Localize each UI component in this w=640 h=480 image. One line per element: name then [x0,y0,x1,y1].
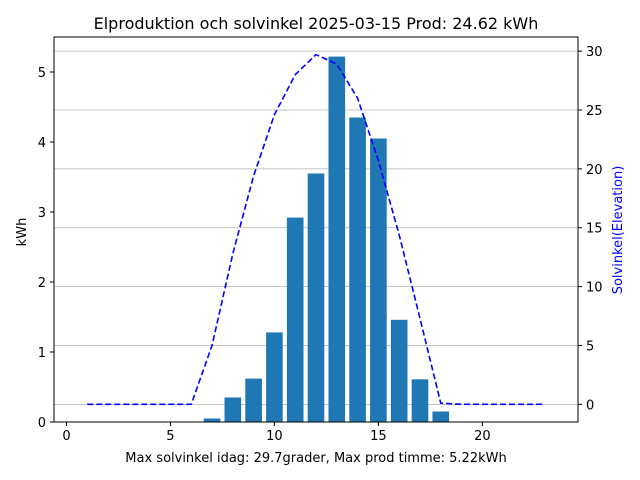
bar [245,378,262,422]
y-axis-ticks: 0 1 2 3 4 5 [38,66,54,431]
y2-tick-label: 30 [586,45,603,60]
x-axis-label: Max solvinkel idag: 29.7grader, Max prod… [125,451,506,466]
bar [370,138,387,422]
bar [411,379,429,422]
x-tick-label: 20 [474,429,491,444]
y-tick-label: 1 [38,346,46,361]
x-tick-label: 0 [62,429,70,444]
plot-frame [53,36,579,423]
bar [349,117,366,422]
y2-tick-label: 15 [586,222,603,237]
y-tick-label: 2 [38,276,46,291]
chart-title: Elproduktion och solvinkel 2025-03-15 Pr… [94,14,539,33]
x-tick-label: 15 [370,429,387,444]
y2-tick-label: 20 [586,163,603,178]
y2-tick-label: 0 [586,398,594,413]
y2-tick-label: 25 [586,104,603,119]
y2-axis-label: Solvinkel(Elevation) [611,166,626,295]
y2-tick-label: 10 [586,281,603,296]
bar [328,56,346,422]
bar [286,217,304,422]
y2-tick-label: 5 [586,339,594,354]
bar [266,332,283,422]
x-tick-label: 5 [166,429,174,444]
elevation-line-series [87,53,545,406]
x-axis-ticks: 0 5 10 15 20 [62,422,491,444]
bar [203,418,221,422]
y-tick-label: 4 [38,136,46,151]
y-tick-label: 5 [38,66,46,81]
y-axis-label: kWh [15,218,30,247]
bar [432,411,450,422]
bar [224,397,242,422]
bar-series [203,56,450,422]
y2-axis-ticks: 0 5 10 15 20 25 30 [578,45,603,413]
bar [390,319,408,422]
bar [307,173,325,422]
y-tick-label: 3 [38,206,46,221]
x-tick-label: 10 [266,429,283,444]
y-tick-label: 0 [38,416,46,431]
elevation-line [87,53,545,406]
